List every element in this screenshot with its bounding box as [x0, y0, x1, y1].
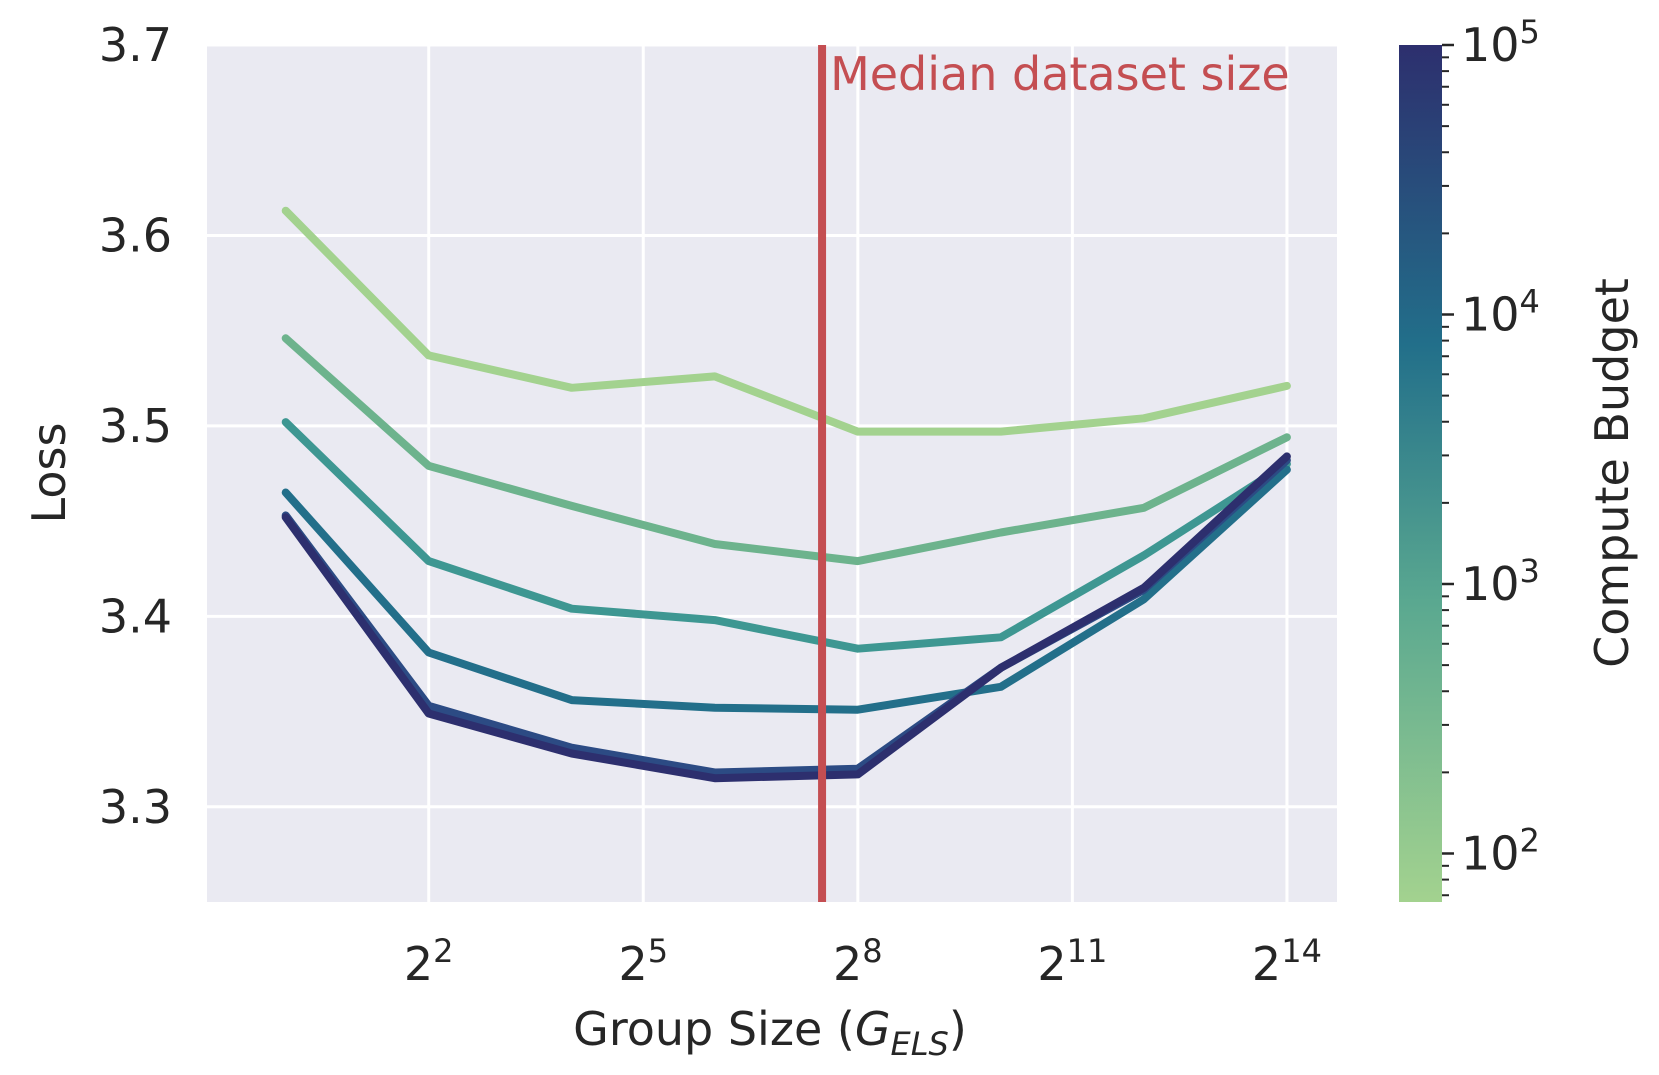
y-tick-label: 3.4	[99, 589, 172, 643]
y-axis-label: Loss	[22, 423, 76, 524]
colorbar-ticks: 102 103 104 105	[1442, 13, 1540, 897]
colorbar-tick-label: 105	[1461, 13, 1540, 72]
series-line-6	[281, 452, 1291, 783]
annotation-group: Median dataset size	[818, 45, 1290, 902]
colorbar-label: Compute Budget	[1585, 278, 1639, 668]
plot-area	[207, 45, 1337, 902]
y-tick-label: 3.5	[99, 399, 172, 453]
y-tick-labels: 3.3 3.4 3.5 3.6 3.7	[99, 18, 172, 834]
colorbar-tick-label: 102	[1461, 821, 1540, 880]
y-tick-label: 3.7	[99, 18, 172, 72]
x-tick-label: 28	[833, 932, 883, 991]
series-line-1	[281, 206, 1291, 436]
x-tick-label: 25	[618, 932, 668, 991]
median-dataset-size-label: Median dataset size	[830, 47, 1290, 101]
series-line-2	[281, 334, 1291, 566]
y-tick-label: 3.3	[99, 780, 172, 834]
colorbar-tick-label: 104	[1461, 282, 1540, 341]
series-line-4	[281, 465, 1291, 714]
x-tick-labels: 22 25 28 211 214	[404, 932, 1322, 991]
x-tick-label: 22	[404, 932, 454, 991]
colorbar-tick-label: 103	[1461, 552, 1540, 611]
series-group	[281, 206, 1291, 783]
series-line-3	[281, 418, 1291, 653]
x-tick-label: 214	[1252, 932, 1322, 991]
x-tick-label: 211	[1037, 932, 1107, 991]
colorbar	[1399, 45, 1442, 902]
y-tick-label: 3.6	[99, 208, 172, 262]
x-axis-label: Group Size (GELS)	[573, 1002, 967, 1063]
